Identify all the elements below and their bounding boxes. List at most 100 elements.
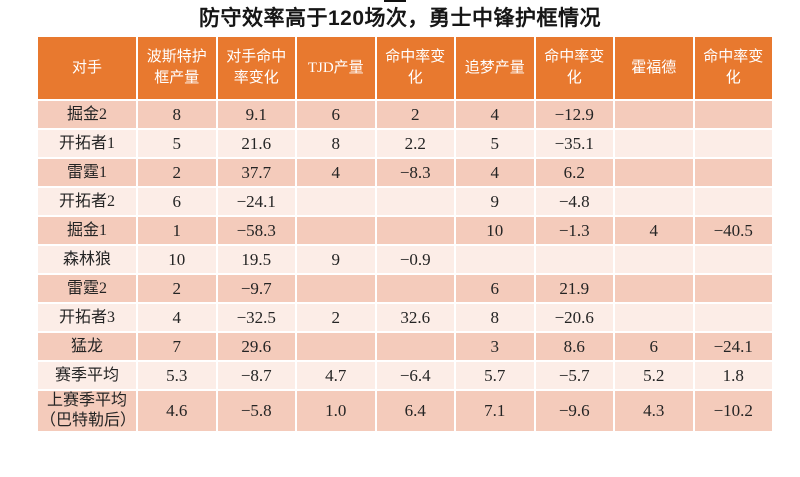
- cell: [692, 99, 774, 130]
- cell: [692, 128, 774, 159]
- header-row: 对手 波斯特护框产量 对手命中率变化 TJD产量 命中率变化 追梦产量 命中率变化 霍福德 命中…: [36, 35, 774, 101]
- cell: [374, 186, 456, 217]
- cell: 21.6: [215, 128, 297, 159]
- cell: [613, 302, 695, 333]
- cell: 2: [295, 302, 377, 333]
- cell: 2.2: [374, 128, 456, 159]
- cell: 32.6: [374, 302, 456, 333]
- table-row: 开拓者1 5 21.6 8 2.2 5 −35.1: [36, 128, 774, 159]
- row-label: 掘金1: [36, 215, 138, 246]
- cell: 2: [136, 157, 218, 188]
- cell: −40.5: [692, 215, 774, 246]
- cell: [533, 244, 615, 275]
- cell: 8: [295, 128, 377, 159]
- row-label: 雷霆2: [36, 273, 138, 304]
- header-cell-0: 对手: [36, 35, 138, 101]
- cell: −8.3: [374, 157, 456, 188]
- table-row: 开拓者3 4 −32.5 2 32.6 8 −20.6: [36, 302, 774, 333]
- cell: [454, 244, 536, 275]
- cell: −20.6: [533, 302, 615, 333]
- cell: [295, 331, 377, 362]
- cell: [613, 99, 695, 130]
- cell: −6.4: [374, 360, 456, 391]
- cell: [692, 186, 774, 217]
- table-row: 赛季平均 5.3 −8.7 4.7 −6.4 5.7 −5.7 5.2 1.8: [36, 360, 774, 391]
- cell: [692, 302, 774, 333]
- table-row: 雷霆1 2 37.7 4 −8.3 4 6.2: [36, 157, 774, 188]
- table-row: 猛龙 7 29.6 3 8.6 6 −24.1: [36, 331, 774, 362]
- header-cell-8: 命中率变化: [692, 35, 774, 101]
- row-label: 开拓者3: [36, 302, 138, 333]
- header-cell-4: 命中率变化: [374, 35, 456, 101]
- cell: 5.2: [613, 360, 695, 391]
- cell: 10: [454, 215, 536, 246]
- cell: −24.1: [215, 186, 297, 217]
- cell: −9.7: [215, 273, 297, 304]
- cell: [613, 128, 695, 159]
- row-label: 开拓者1: [36, 128, 138, 159]
- cell: −58.3: [215, 215, 297, 246]
- header-cell-7: 霍福德: [613, 35, 695, 101]
- cell: 1: [136, 215, 218, 246]
- cell: 37.7: [215, 157, 297, 188]
- row-label: 雷霆1: [36, 157, 138, 188]
- cell: [613, 186, 695, 217]
- cell: 6.4: [374, 389, 456, 433]
- stats-table: 对手 波斯特护框产量 对手命中率变化 TJD产量 命中率变化 追梦产量 命中率变化 霍福德 命中…: [36, 35, 774, 433]
- cell: 1.0: [295, 389, 377, 433]
- cell: −10.2: [692, 389, 774, 433]
- cell: [295, 186, 377, 217]
- cell: 4.3: [613, 389, 695, 433]
- top-crop-artifact: [384, 0, 406, 2]
- cell: [374, 273, 456, 304]
- row-label: 掘金2: [36, 99, 138, 130]
- cell: [295, 215, 377, 246]
- cell: [692, 157, 774, 188]
- cell: 3: [454, 331, 536, 362]
- cell: [295, 273, 377, 304]
- cell: 9: [295, 244, 377, 275]
- cell: 4: [454, 99, 536, 130]
- cell: 5: [454, 128, 536, 159]
- cell: [692, 244, 774, 275]
- page-title: 防守效率高于120场次，勇士中锋护框情况: [198, 7, 602, 30]
- table-row: 开拓者2 6 −24.1 9 −4.8: [36, 186, 774, 217]
- cell: 6.2: [533, 157, 615, 188]
- cell: [692, 273, 774, 304]
- row-label: 开拓者2: [36, 186, 138, 217]
- table-row: 森林狼 10 19.5 9 −0.9: [36, 244, 774, 275]
- header-cell-3: TJD产量: [295, 35, 377, 101]
- cell: 2: [374, 99, 456, 130]
- cell: 8.6: [533, 331, 615, 362]
- cell: 29.6: [215, 331, 297, 362]
- cell: 6: [295, 99, 377, 130]
- cell: −4.8: [533, 186, 615, 217]
- cell: 7: [136, 331, 218, 362]
- cell: 9.1: [215, 99, 297, 130]
- cell: 7.1: [454, 389, 536, 433]
- cell: −0.9: [374, 244, 456, 275]
- cell: [613, 157, 695, 188]
- cell: 5.7: [454, 360, 536, 391]
- cell: −5.8: [215, 389, 297, 433]
- row-label: 猛龙: [36, 331, 138, 362]
- cell: [613, 273, 695, 304]
- header-cell-5: 追梦产量: [454, 35, 536, 101]
- header-cell-1: 波斯特护框产量: [136, 35, 218, 101]
- cell: −32.5: [215, 302, 297, 333]
- cell: −8.7: [215, 360, 297, 391]
- cell: 4: [136, 302, 218, 333]
- table-row: 上赛季平均 （巴特勒后） 4.6 −5.8 1.0 6.4 7.1 −9.6 4.3 −10.2: [36, 389, 774, 433]
- cell: 4: [295, 157, 377, 188]
- cell: 4.7: [295, 360, 377, 391]
- table-row: 掘金1 1 −58.3 10 −1.3 4 −40.5: [36, 215, 774, 246]
- cell: [374, 331, 456, 362]
- row-label: 上赛季平均 （巴特勒后）: [36, 389, 138, 433]
- cell: 2: [136, 273, 218, 304]
- cell: [374, 215, 456, 246]
- table-body: 掘金2 8 9.1 6 2 4 −12.9 开拓者1 5 21.6 8 2.2 5 −35.1 雷霆1 2 37…: [36, 99, 774, 433]
- cell: 9: [454, 186, 536, 217]
- header-cell-6: 命中率变化: [533, 35, 615, 101]
- header-cell-2: 对手命中率变化: [215, 35, 297, 101]
- cell: −1.3: [533, 215, 615, 246]
